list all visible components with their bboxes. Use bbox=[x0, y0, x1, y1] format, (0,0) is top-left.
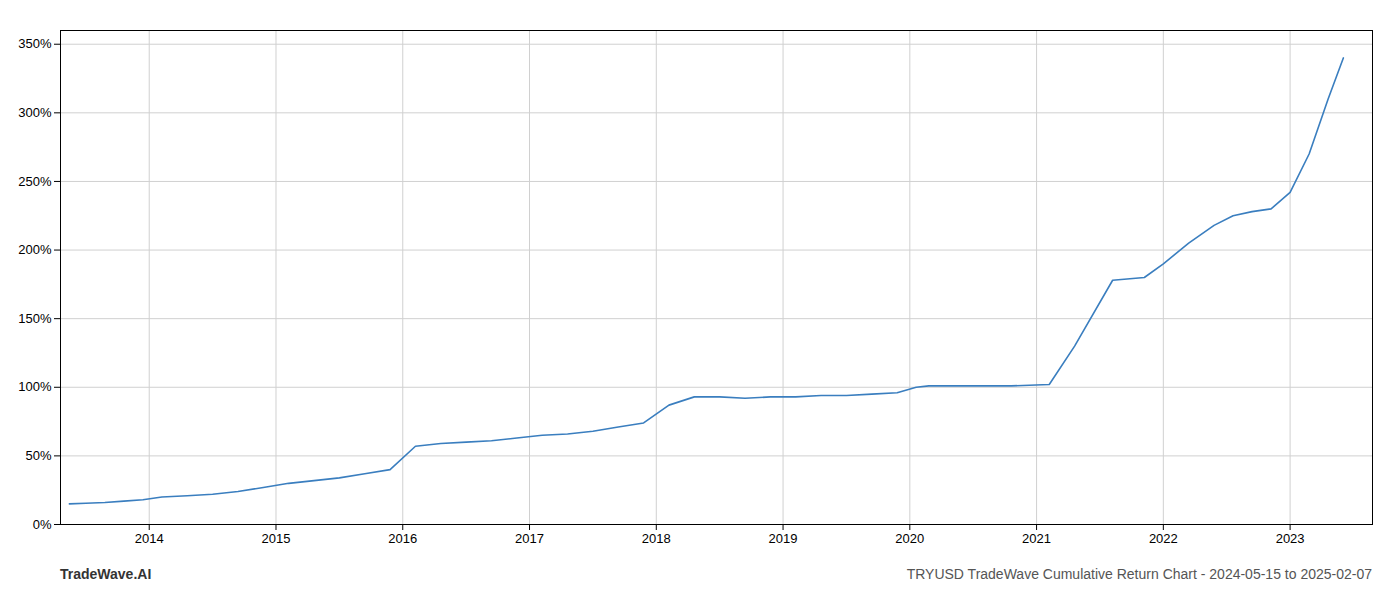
svg-text:50%: 50% bbox=[25, 448, 51, 463]
svg-text:100%: 100% bbox=[18, 379, 52, 394]
svg-text:250%: 250% bbox=[18, 174, 52, 189]
svg-text:0%: 0% bbox=[33, 517, 52, 532]
svg-text:2018: 2018 bbox=[642, 531, 671, 546]
svg-text:2015: 2015 bbox=[262, 531, 291, 546]
svg-text:2020: 2020 bbox=[895, 531, 924, 546]
svg-text:2019: 2019 bbox=[769, 531, 798, 546]
svg-text:2014: 2014 bbox=[135, 531, 164, 546]
html-text:TradeWave.AI: TradeWave.AI bbox=[60, 566, 152, 582]
svg-text:350%: 350% bbox=[18, 36, 52, 51]
svg-text:300%: 300% bbox=[18, 105, 52, 120]
svg-text:2017: 2017 bbox=[515, 531, 544, 546]
svg-text:2023: 2023 bbox=[1276, 531, 1305, 546]
svg-text:200%: 200% bbox=[18, 242, 52, 257]
svg-text:2016: 2016 bbox=[388, 531, 417, 546]
html-text:TRYUSD TradeWave Cumulative Re: TRYUSD TradeWave Cumulative Return Chart… bbox=[906, 566, 1372, 582]
svg-text:2021: 2021 bbox=[1022, 531, 1051, 546]
svg-text:150%: 150% bbox=[18, 311, 52, 326]
svg-text:2022: 2022 bbox=[1149, 531, 1178, 546]
